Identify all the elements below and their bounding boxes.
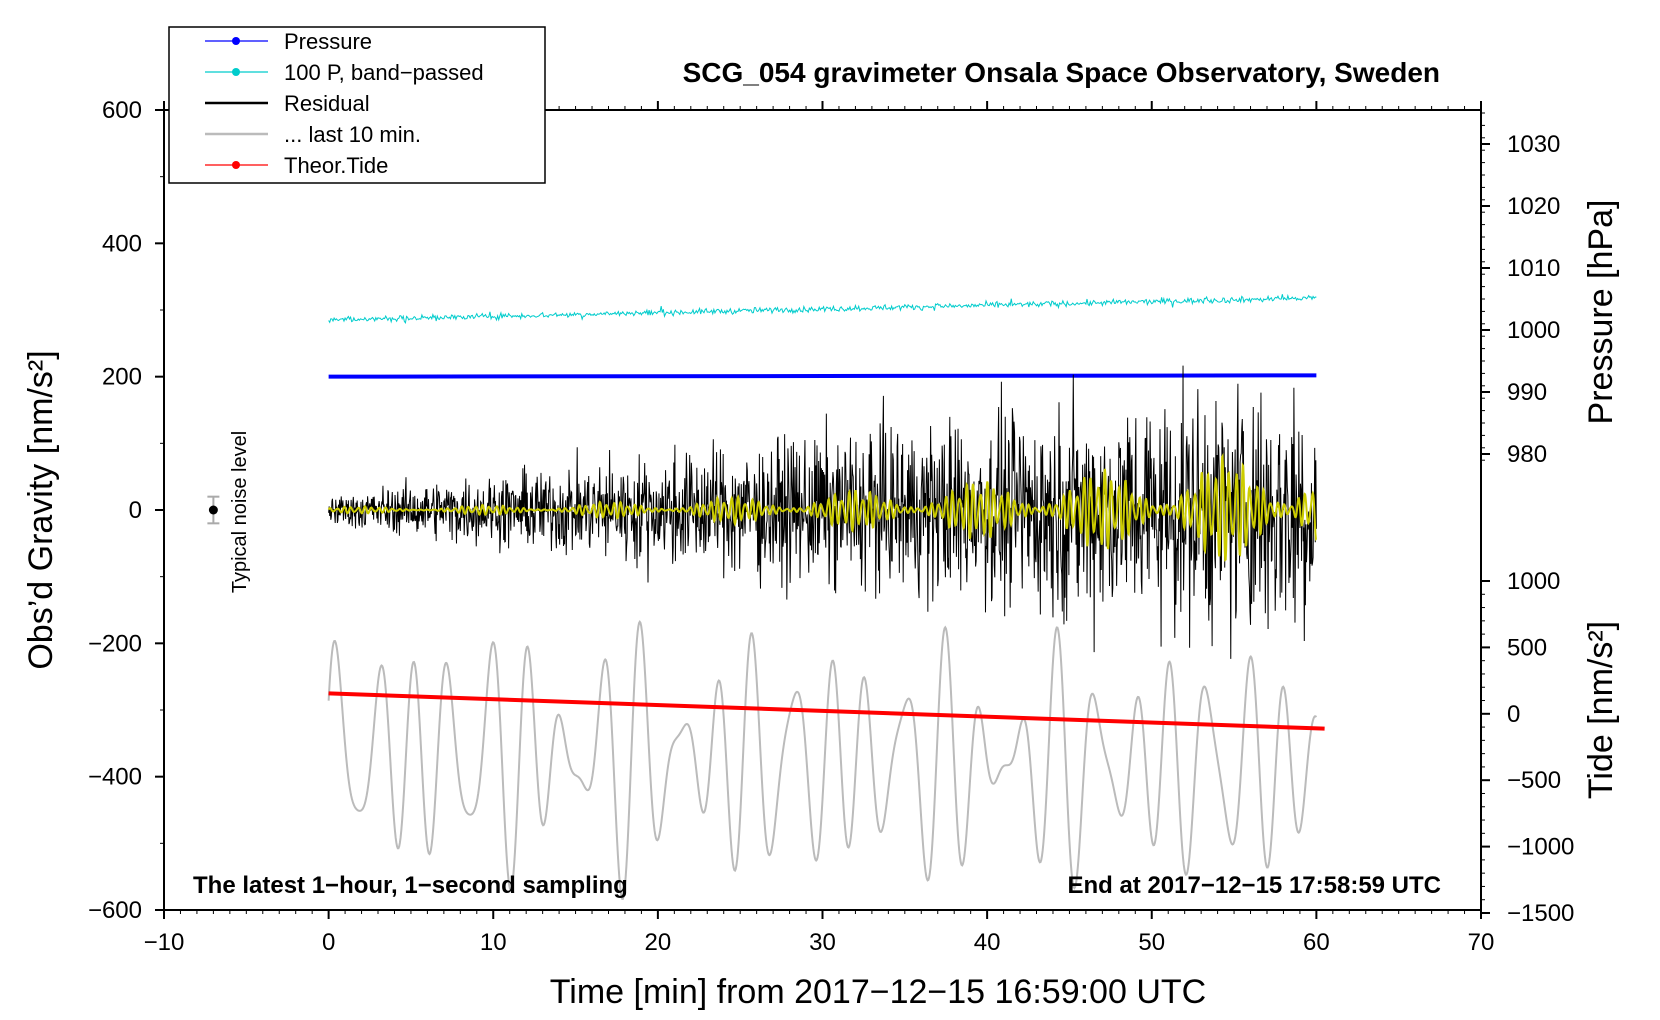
x-tick-label: 10: [480, 929, 507, 956]
legend-marker: [232, 37, 240, 45]
series-band-passed: [328, 293, 1317, 324]
legend-marker: [232, 68, 240, 76]
tide-tick-label: −1500: [1507, 900, 1574, 927]
noise-level-label: Typical noise level: [229, 431, 251, 593]
pressure-tick-label: 1020: [1507, 193, 1560, 220]
x-tick-label: −10: [144, 929, 185, 956]
end-time-note: End at 2017−12−15 17:58:59 UTC: [1067, 872, 1441, 899]
noise-level-indicator: [207, 495, 220, 525]
x-axis: −10 0 10 20 30 40 50 60 70: [144, 101, 1495, 956]
y-tick-label: 200: [102, 364, 142, 391]
y-tick-label: −600: [88, 897, 142, 924]
x-tick-label: 60: [1303, 929, 1330, 956]
legend-label: Theor.Tide: [284, 153, 388, 178]
chart-title: SCG_054 gravimeter Onsala Space Observat…: [683, 57, 1440, 88]
x-tick-label: 30: [809, 929, 836, 956]
legend-label: 100 P, band−passed: [284, 60, 484, 85]
tide-tick-label: 500: [1507, 634, 1547, 661]
y-tick-label: 400: [102, 230, 142, 257]
y-axis-tide: 1000 500 0 −500 −1000 −1500: [1481, 568, 1574, 927]
x-tick-label: 70: [1468, 929, 1495, 956]
tide-tick-label: −500: [1507, 767, 1561, 794]
legend-label: Residual: [284, 91, 370, 116]
tide-tick-label: 0: [1507, 701, 1520, 728]
tide-tick-label: −1000: [1507, 834, 1574, 861]
x-tick-label: 0: [322, 929, 335, 956]
legend-label: ... last 10 min.: [284, 122, 421, 147]
x-tick-label: 40: [974, 929, 1001, 956]
x-tick-label: 50: [1138, 929, 1165, 956]
tide-axis-title: Tide [nm/s²]: [1582, 621, 1620, 799]
series-residual-smoothed: [327, 452, 1317, 562]
legend: Pressure 100 P, band−passed Residual ... la…: [168, 26, 546, 184]
series-residual: [328, 365, 1317, 659]
pressure-tick-label: 980: [1507, 441, 1547, 468]
legend-marker: [232, 161, 240, 169]
pressure-axis-title: Pressure [hPa]: [1582, 200, 1620, 425]
legend-box: [168, 26, 546, 184]
y-tick-label: 0: [129, 497, 142, 524]
pressure-tick-label: 1000: [1507, 317, 1560, 344]
sampling-note: The latest 1−hour, 1−second sampling: [193, 872, 628, 899]
series-last-10-min: [327, 620, 1318, 901]
y-tick-label: 600: [102, 97, 142, 124]
noise-bar-point: [208, 505, 218, 515]
y-tick-label: −200: [88, 630, 142, 657]
y-axis-left: 600 400 200 0 −200 −400 −600: [88, 97, 164, 924]
pressure-tick-label: 990: [1507, 379, 1547, 406]
y-tick-label: −400: [88, 764, 142, 791]
y-axis-title: Obs’d Gravity [nm/s²]: [22, 350, 60, 669]
tide-tick-label: 1000: [1507, 568, 1560, 595]
plot-series: [327, 293, 1325, 901]
x-axis-title: Time [min] from 2017−12−15 16:59:00 UTC: [550, 973, 1206, 1011]
x-tick-label: 20: [645, 929, 672, 956]
series-pressure: [328, 373, 1317, 379]
series-theor-tide: [328, 691, 1325, 731]
pressure-tick-label: 1030: [1507, 131, 1560, 158]
legend-label: Pressure: [284, 29, 372, 54]
y-axis-pressure: 1030 1020 1010 1000 990 980: [1481, 112, 1560, 468]
pressure-tick-label: 1010: [1507, 255, 1560, 282]
